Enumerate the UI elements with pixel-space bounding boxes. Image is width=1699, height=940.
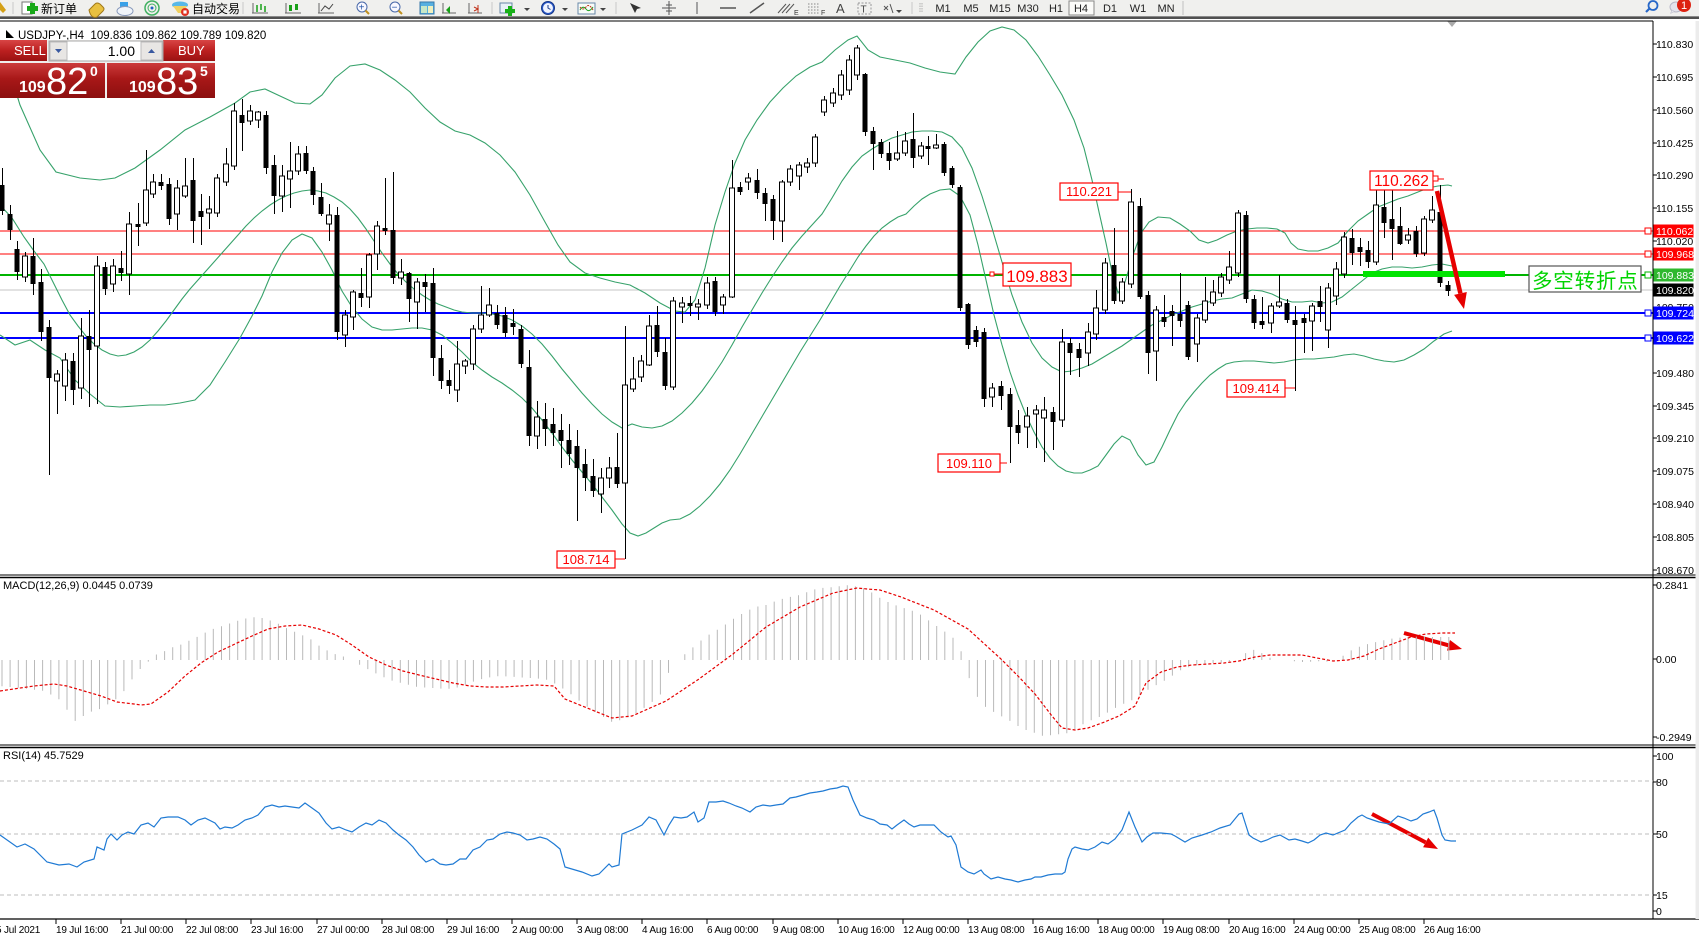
- svg-text:-0.2949: -0.2949: [1656, 732, 1692, 744]
- svg-text:50: 50: [1656, 829, 1668, 841]
- svg-text:109.820: 109.820: [1656, 285, 1694, 297]
- svg-text:109.883: 109.883: [1656, 270, 1694, 282]
- svg-text:3 Aug 08:00: 3 Aug 08:00: [577, 925, 629, 936]
- svg-text:24 Aug 00:00: 24 Aug 00:00: [1294, 925, 1351, 936]
- svg-text:108.670: 108.670: [1656, 565, 1694, 577]
- svg-text:−: −: [392, 3, 398, 14]
- svg-text:MN: MN: [1157, 3, 1174, 15]
- svg-text:23 Jul 16:00: 23 Jul 16:00: [251, 925, 304, 936]
- svg-text:F: F: [821, 10, 825, 17]
- svg-text:110.560: 110.560: [1656, 105, 1693, 117]
- svg-text:109.210: 109.210: [1656, 433, 1694, 445]
- svg-text:0.00: 0.00: [1656, 654, 1677, 666]
- svg-text:M1: M1: [935, 3, 950, 15]
- svg-text:109.968: 109.968: [1656, 249, 1694, 261]
- svg-text:15: 15: [1656, 890, 1668, 902]
- svg-text:109: 109: [19, 79, 46, 96]
- svg-text:A: A: [836, 1, 845, 16]
- svg-text:6 Aug 00:00: 6 Aug 00:00: [707, 925, 759, 936]
- svg-text:19 Jul 16:00: 19 Jul 16:00: [56, 925, 109, 936]
- svg-text:108.805: 108.805: [1656, 532, 1694, 544]
- svg-text:110.830: 110.830: [1656, 39, 1693, 51]
- svg-text:4 Aug 16:00: 4 Aug 16:00: [642, 925, 694, 936]
- svg-text:BUY: BUY: [178, 43, 205, 58]
- svg-text:83: 83: [156, 61, 198, 103]
- svg-text:25 Aug 08:00: 25 Aug 08:00: [1359, 925, 1416, 936]
- svg-text:20 Aug 16:00: 20 Aug 16:00: [1229, 925, 1286, 936]
- svg-text:109.075: 109.075: [1656, 466, 1694, 478]
- svg-text:2 Aug 00:00: 2 Aug 00:00: [512, 925, 564, 936]
- svg-text:16 Aug 16:00: 16 Aug 16:00: [1033, 925, 1090, 936]
- svg-text:110.290: 110.290: [1656, 170, 1693, 182]
- svg-text:M5: M5: [963, 3, 978, 15]
- svg-text:多空转折点: 多空转折点: [1532, 270, 1639, 293]
- svg-text:108.940: 108.940: [1656, 499, 1694, 511]
- svg-text:H4: H4: [1074, 3, 1088, 15]
- svg-text:0: 0: [1656, 906, 1662, 918]
- svg-text:109.724: 109.724: [1656, 308, 1694, 320]
- svg-text:82: 82: [46, 61, 88, 103]
- svg-text:RSI(14) 45.7529: RSI(14) 45.7529: [3, 750, 84, 762]
- svg-text:109.345: 109.345: [1656, 401, 1694, 413]
- svg-text:29 Jul 16:00: 29 Jul 16:00: [447, 925, 500, 936]
- svg-text:新订单: 新订单: [41, 1, 77, 16]
- svg-text:110.062: 110.062: [1656, 226, 1693, 238]
- svg-text:M30: M30: [1017, 3, 1038, 15]
- svg-text:USDJPY-,H4 109.836 109.862 10: USDJPY-,H4 109.836 109.862 109.789 109.8…: [18, 30, 266, 42]
- svg-text:0: 0: [90, 63, 98, 79]
- svg-text:110.020: 110.020: [1656, 236, 1693, 248]
- svg-text:12 Aug 00:00: 12 Aug 00:00: [903, 925, 960, 936]
- svg-text:M15: M15: [989, 3, 1010, 15]
- svg-text:SELL: SELL: [14, 43, 46, 58]
- svg-text:+: +: [359, 3, 365, 14]
- svg-text:E: E: [794, 10, 799, 17]
- svg-text:0.2841: 0.2841: [1656, 580, 1688, 592]
- svg-text:10 Aug 16:00: 10 Aug 16:00: [838, 925, 895, 936]
- svg-text:H1: H1: [1049, 3, 1063, 15]
- svg-text:18 Aug 00:00: 18 Aug 00:00: [1098, 925, 1155, 936]
- svg-text:21 Jul 00:00: 21 Jul 00:00: [121, 925, 174, 936]
- svg-text:19 Aug 08:00: 19 Aug 08:00: [1163, 925, 1220, 936]
- svg-text:D1: D1: [1103, 3, 1117, 15]
- svg-text:110.262: 110.262: [1374, 173, 1429, 190]
- svg-text:80: 80: [1656, 777, 1668, 789]
- svg-text:26 Aug 16:00: 26 Aug 16:00: [1424, 925, 1481, 936]
- svg-text:MACD(12,26,9) 0.0445 0.0739: MACD(12,26,9) 0.0445 0.0739: [3, 580, 153, 592]
- svg-text:自动交易: 自动交易: [192, 1, 240, 16]
- svg-text:5: 5: [200, 63, 208, 79]
- svg-text:1.00: 1.00: [108, 43, 135, 59]
- svg-text:1: 1: [1681, 0, 1687, 12]
- svg-text:T: T: [861, 5, 867, 16]
- svg-text:22 Jul 08:00: 22 Jul 08:00: [186, 925, 239, 936]
- svg-text:109.480: 109.480: [1656, 368, 1694, 380]
- svg-text:27 Jul 00:00: 27 Jul 00:00: [317, 925, 370, 936]
- svg-text:109.414: 109.414: [1233, 381, 1280, 396]
- svg-text:109.110: 109.110: [946, 456, 992, 471]
- svg-text:110.221: 110.221: [1066, 184, 1112, 199]
- svg-text:28 Jul 08:00: 28 Jul 08:00: [382, 925, 435, 936]
- svg-text:110.695: 110.695: [1656, 72, 1693, 84]
- svg-text:100: 100: [1656, 751, 1674, 763]
- svg-text:110.425: 110.425: [1656, 138, 1693, 150]
- svg-text:9 Aug 08:00: 9 Aug 08:00: [773, 925, 825, 936]
- svg-text:5 Jul 2021: 5 Jul 2021: [0, 925, 41, 936]
- svg-text:13 Aug 08:00: 13 Aug 08:00: [968, 925, 1025, 936]
- svg-text:109.622: 109.622: [1656, 333, 1694, 345]
- svg-text:110.155: 110.155: [1656, 203, 1693, 215]
- svg-text:109: 109: [129, 79, 156, 96]
- svg-text:W1: W1: [1130, 3, 1147, 15]
- svg-text:109.883: 109.883: [1006, 267, 1067, 286]
- svg-text:108.714: 108.714: [563, 552, 610, 567]
